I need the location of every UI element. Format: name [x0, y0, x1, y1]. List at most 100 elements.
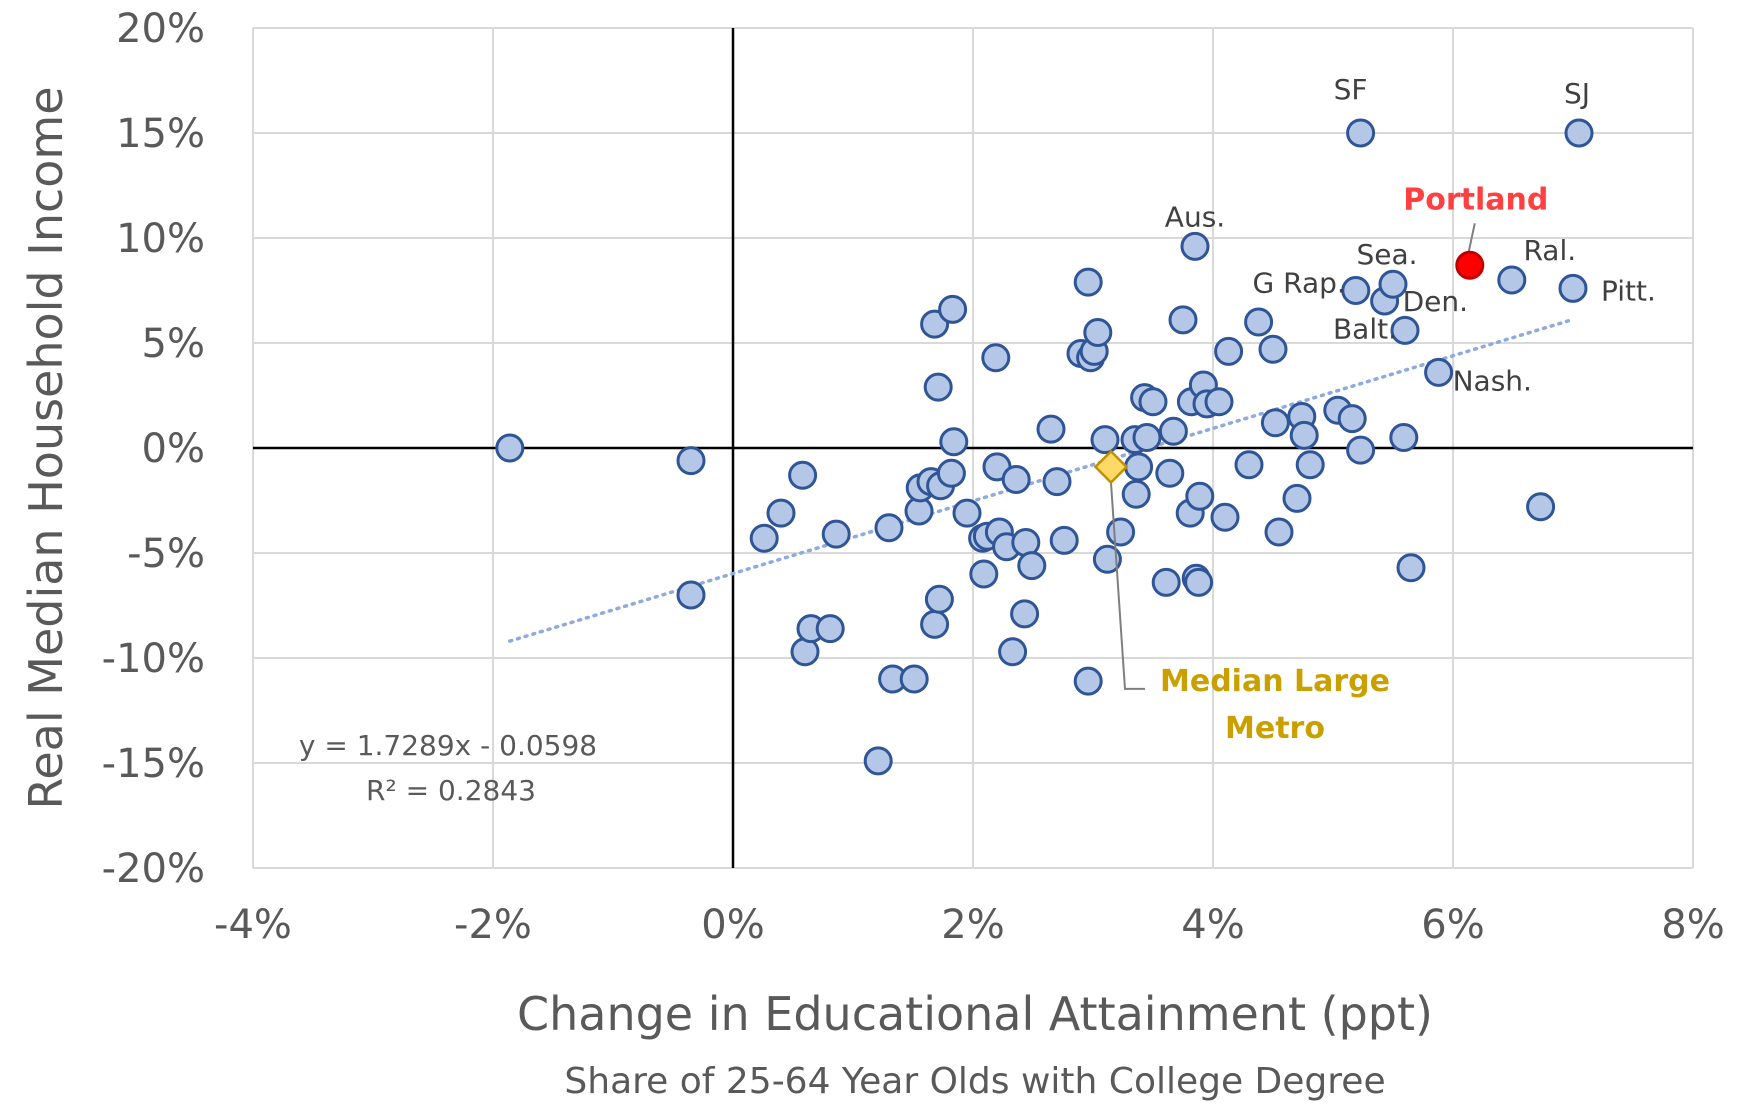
data-point [1036, 414, 1066, 444]
data-point [1289, 420, 1319, 450]
x-tick-label: 6% [1421, 902, 1484, 948]
data-point [863, 746, 893, 776]
data-point [1234, 450, 1264, 480]
median-label: Metro [1225, 711, 1325, 746]
data-point [1092, 544, 1122, 574]
data-point [1184, 567, 1214, 597]
data-point [920, 609, 950, 639]
data-point [1337, 404, 1367, 434]
data-point [1214, 336, 1244, 366]
data-point [1396, 553, 1426, 583]
y-tick-label: -10% [102, 636, 205, 682]
median-marker [1093, 449, 1129, 485]
data-point [938, 294, 968, 324]
trendline-path [508, 317, 1575, 643]
data-point [1090, 425, 1120, 455]
x-tick-label: 4% [1181, 902, 1244, 948]
data-point [874, 513, 904, 543]
data-point [1158, 416, 1188, 446]
data-point [1424, 357, 1454, 387]
x-axis-title: Change in Educational Attainment (ppt) [517, 987, 1433, 1041]
data-point [936, 458, 966, 488]
data-point [1168, 305, 1198, 335]
data-point [939, 427, 969, 457]
data-point [1017, 551, 1047, 581]
city-label: SJ [1564, 77, 1590, 110]
portland-label: Portland [1403, 182, 1548, 217]
x-tick-label: 2% [941, 902, 1004, 948]
data-point [1073, 267, 1103, 297]
city-label: G Rap. [1253, 267, 1346, 300]
data-point [1155, 458, 1185, 488]
data-point [766, 498, 796, 528]
data-point [1185, 481, 1215, 511]
y-tick-label: 20% [116, 6, 205, 52]
trendline [508, 317, 1575, 643]
data-point [676, 446, 706, 476]
data-point [1204, 387, 1234, 417]
data-point [1210, 502, 1240, 532]
x-tick-label: 0% [701, 902, 764, 948]
data-point [1121, 479, 1151, 509]
data-point [1132, 423, 1162, 452]
data-point [1083, 318, 1113, 347]
data-point [1151, 567, 1181, 597]
data-point [1346, 118, 1376, 148]
y-tick-label: 5% [142, 321, 205, 367]
data-point [815, 614, 845, 644]
data-point [1258, 334, 1288, 364]
data-point [1260, 408, 1290, 438]
data-point [1564, 118, 1594, 148]
city-label: SF [1334, 73, 1368, 106]
x-axis-subtitle: Share of 25-64 Year Olds with College De… [564, 1061, 1385, 1102]
point-labels: Median Large Metro Portland SF SJ Aus. Sea. Ral… [1160, 73, 1656, 746]
median-label: Median Large [1160, 664, 1390, 699]
data-point [1378, 269, 1408, 299]
data-point [1001, 465, 1031, 494]
y-tick-label: 0% [142, 426, 205, 472]
y-tick-label: 10% [116, 216, 205, 262]
portland-leader-line [1467, 223, 1476, 252]
data-point [1106, 517, 1136, 547]
city-label: Aus. [1165, 200, 1225, 233]
y-tick-label: -15% [102, 741, 205, 787]
y-tick-label: -20% [102, 846, 205, 892]
zero-axes [253, 28, 1693, 868]
city-label: Pitt. [1601, 274, 1656, 307]
data-point [998, 637, 1028, 667]
highlighted-points [1093, 223, 1485, 690]
data-point [1244, 307, 1274, 337]
data-point [821, 519, 851, 549]
median-leader-line [1110, 482, 1145, 690]
data-point [899, 664, 929, 694]
data-point [1010, 599, 1040, 629]
data-point [1346, 435, 1376, 465]
equation-label: y = 1.7289x - 0.0598 [299, 729, 597, 762]
x-tick-label: -4% [214, 902, 292, 948]
r-squared-label: R² = 0.2843 [366, 774, 536, 807]
data-point [981, 343, 1011, 373]
data-point [1558, 273, 1588, 303]
data-point [1282, 483, 1312, 513]
data-point [788, 460, 818, 490]
data-point [1389, 423, 1419, 452]
data-point [1526, 492, 1556, 522]
x-tick-label: -2% [454, 902, 532, 948]
data-points [495, 118, 1594, 776]
portland-point [1455, 250, 1485, 280]
data-point [1295, 450, 1325, 480]
data-point [1042, 467, 1072, 497]
data-point [1341, 276, 1371, 305]
city-label: Sea. [1356, 238, 1417, 271]
city-label: Den. [1403, 285, 1468, 318]
data-point [1138, 387, 1168, 417]
tick-labels: -4% -2% 0% 2% 4% 6% 8% 20% 15% 10% 5% 0% -5% -10% -15%… [102, 6, 1725, 948]
data-point [1180, 231, 1210, 261]
data-point [1264, 517, 1294, 547]
data-point [924, 584, 954, 614]
data-point [749, 523, 779, 553]
data-point [969, 559, 999, 589]
y-tick-label: -5% [127, 531, 205, 577]
y-tick-label: 15% [116, 111, 205, 157]
